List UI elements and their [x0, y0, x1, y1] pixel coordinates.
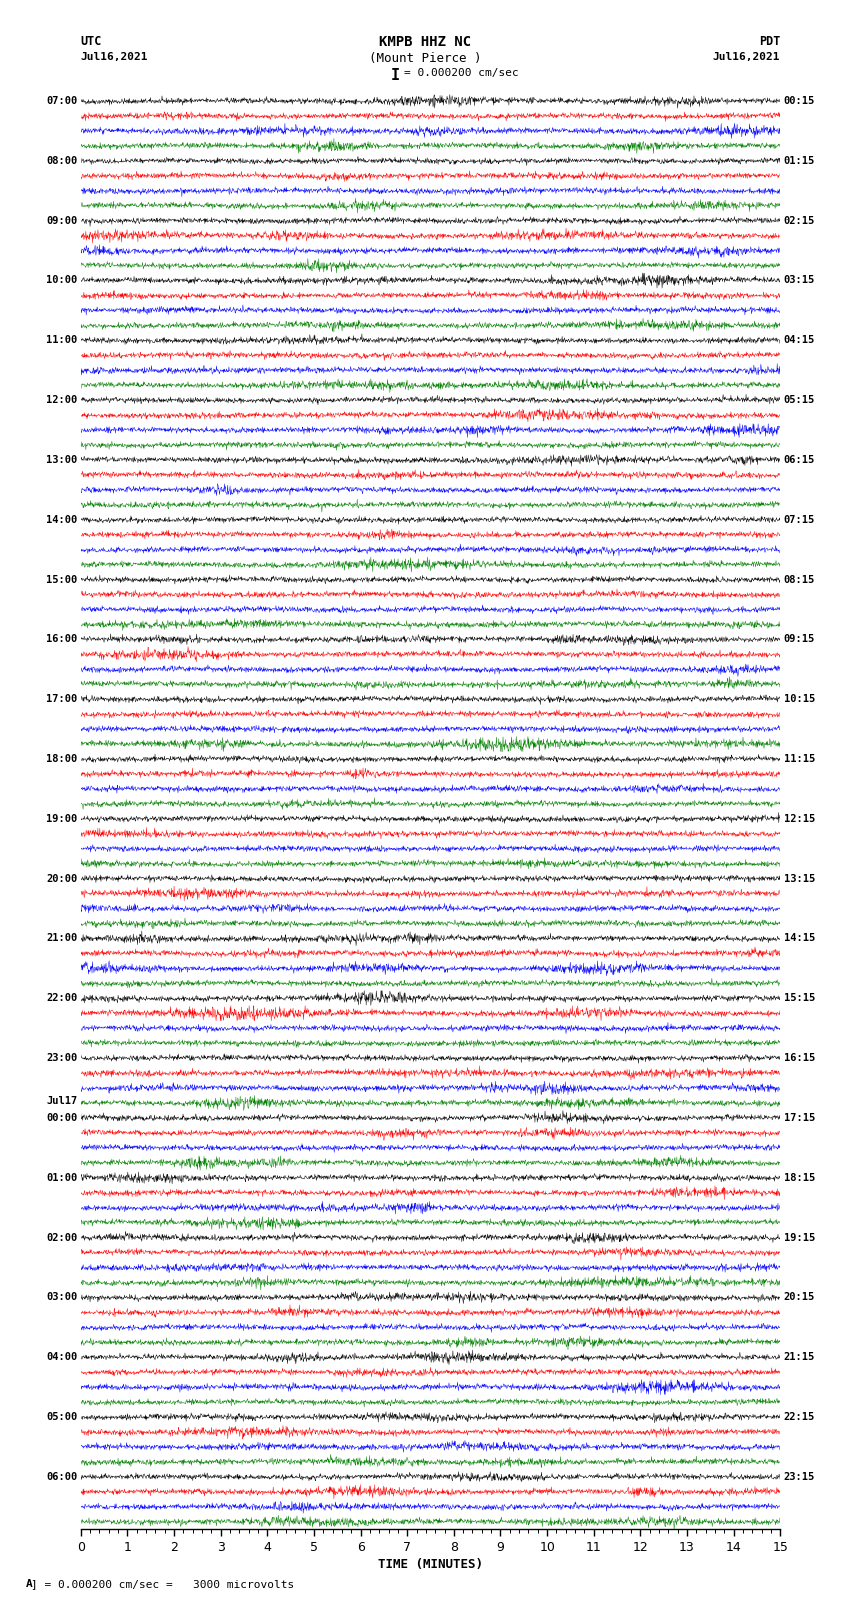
Text: 19:15: 19:15	[784, 1232, 815, 1242]
Text: 22:00: 22:00	[46, 994, 77, 1003]
Text: (Mount Pierce ): (Mount Pierce )	[369, 52, 481, 65]
Text: 13:00: 13:00	[46, 455, 77, 465]
Text: 14:00: 14:00	[46, 515, 77, 524]
Text: 07:15: 07:15	[784, 515, 815, 524]
Text: 17:00: 17:00	[46, 694, 77, 705]
Text: 12:00: 12:00	[46, 395, 77, 405]
Text: 17:15: 17:15	[784, 1113, 815, 1123]
Text: 22:15: 22:15	[784, 1411, 815, 1423]
Text: 19:00: 19:00	[46, 815, 77, 824]
Text: A: A	[26, 1579, 32, 1589]
Text: 06:15: 06:15	[784, 455, 815, 465]
Text: 08:15: 08:15	[784, 574, 815, 584]
Text: 00:15: 00:15	[784, 97, 815, 106]
Text: 05:00: 05:00	[46, 1411, 77, 1423]
Text: Jul16,2021: Jul16,2021	[81, 52, 148, 61]
Text: = 0.000200 cm/sec: = 0.000200 cm/sec	[404, 68, 518, 77]
Text: 21:15: 21:15	[784, 1352, 815, 1361]
Text: PDT: PDT	[759, 35, 780, 48]
Text: 23:00: 23:00	[46, 1053, 77, 1063]
Text: 06:00: 06:00	[46, 1471, 77, 1482]
Text: 16:00: 16:00	[46, 634, 77, 644]
X-axis label: TIME (MINUTES): TIME (MINUTES)	[378, 1558, 483, 1571]
Text: KMPB HHZ NC: KMPB HHZ NC	[379, 35, 471, 50]
Text: 16:15: 16:15	[784, 1053, 815, 1063]
Text: 04:15: 04:15	[784, 336, 815, 345]
Text: 20:15: 20:15	[784, 1292, 815, 1302]
Text: 05:15: 05:15	[784, 395, 815, 405]
Text: 10:15: 10:15	[784, 694, 815, 705]
Text: 15:15: 15:15	[784, 994, 815, 1003]
Text: Jul16,2021: Jul16,2021	[713, 52, 780, 61]
Text: 00:00: 00:00	[46, 1113, 77, 1123]
Text: 09:15: 09:15	[784, 634, 815, 644]
Text: 11:00: 11:00	[46, 336, 77, 345]
Text: 08:00: 08:00	[46, 156, 77, 166]
Text: 03:15: 03:15	[784, 276, 815, 286]
Text: 20:00: 20:00	[46, 874, 77, 884]
Text: 04:00: 04:00	[46, 1352, 77, 1361]
Text: 02:00: 02:00	[46, 1232, 77, 1242]
Text: 23:15: 23:15	[784, 1471, 815, 1482]
Text: Jul17: Jul17	[46, 1097, 77, 1107]
Text: 18:15: 18:15	[784, 1173, 815, 1182]
Text: 14:15: 14:15	[784, 934, 815, 944]
Text: I: I	[391, 68, 399, 82]
Text: 18:00: 18:00	[46, 753, 77, 765]
Text: 09:00: 09:00	[46, 216, 77, 226]
Text: UTC: UTC	[81, 35, 102, 48]
Text: 11:15: 11:15	[784, 753, 815, 765]
Text: 13:15: 13:15	[784, 874, 815, 884]
Text: 01:00: 01:00	[46, 1173, 77, 1182]
Text: 02:15: 02:15	[784, 216, 815, 226]
Text: 12:15: 12:15	[784, 815, 815, 824]
Text: 07:00: 07:00	[46, 97, 77, 106]
Text: 10:00: 10:00	[46, 276, 77, 286]
Text: 01:15: 01:15	[784, 156, 815, 166]
Text: 21:00: 21:00	[46, 934, 77, 944]
Text: 15:00: 15:00	[46, 574, 77, 584]
Text: ] = 0.000200 cm/sec =   3000 microvolts: ] = 0.000200 cm/sec = 3000 microvolts	[31, 1579, 294, 1589]
Text: 03:00: 03:00	[46, 1292, 77, 1302]
